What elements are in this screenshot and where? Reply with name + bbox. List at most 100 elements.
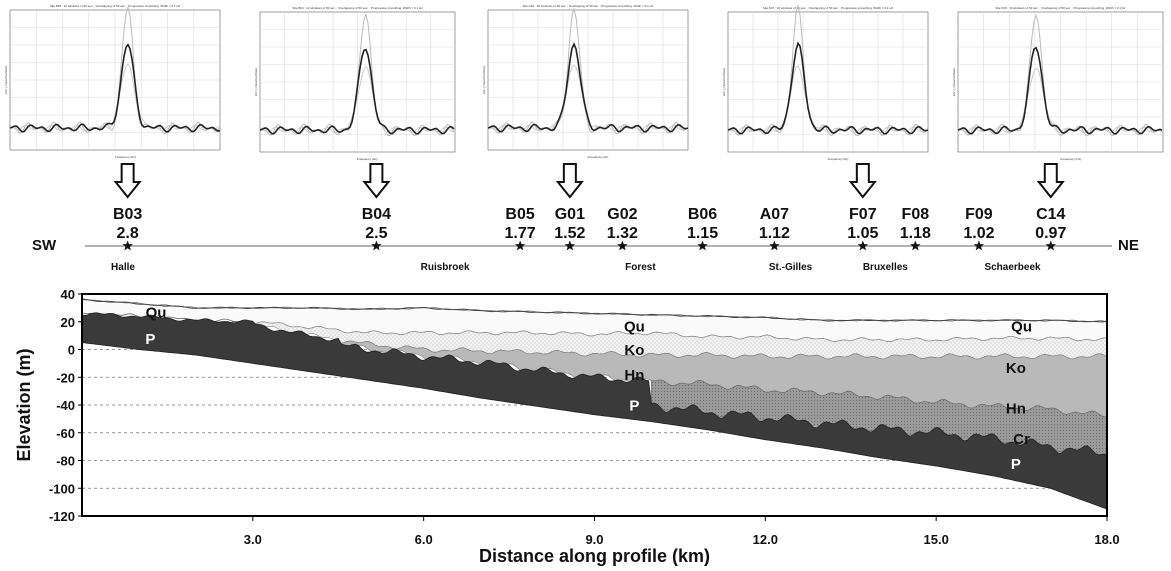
station-name: C14	[1036, 206, 1065, 223]
station-c14: C14 0.97	[1035, 206, 1066, 251]
spectrum-xlabel: Frequency (Hz)	[357, 157, 378, 161]
x-tick-label: 15.0	[924, 532, 949, 547]
station-name: B04	[362, 206, 391, 223]
station-frequency: 1.52	[554, 225, 585, 242]
y-tick-label: 20	[61, 315, 75, 330]
down-arrow-icon	[362, 163, 391, 199]
spectrum-mean-curve	[727, 41, 929, 135]
spectrum-xlabel: Frequency (Hz)	[115, 155, 136, 159]
spectrum-upper-curve	[9, 6, 221, 135]
x-axis-ticks: 3.0 6.0 9.0 12.0 15.0 18.0	[244, 516, 1120, 547]
spectrum-mean-curve	[9, 43, 221, 133]
town-label: St.-Gilles	[769, 262, 813, 273]
station-frequency: 1.05	[847, 225, 878, 242]
town-label: Forest	[625, 262, 656, 273]
layer-label-p: P	[629, 398, 639, 415]
layer-label-hn: Hn	[1006, 400, 1026, 417]
spectrum-xlabel: Frequency (Hz)	[588, 155, 609, 159]
y-axis-label: Elevation (m)	[14, 348, 34, 461]
station-star-icon	[617, 240, 628, 251]
town-label: Ruisbroek	[421, 262, 470, 273]
station-name: B05	[505, 206, 534, 223]
station-frequency: 0.97	[1035, 225, 1066, 242]
down-arrow-icon	[848, 163, 877, 199]
station-frequency: 1.18	[900, 225, 931, 242]
station-b06: B06 1.15	[687, 206, 718, 251]
layer-label-p: P	[145, 331, 155, 348]
spectrum-xlabel: Frequency (Hz)	[1060, 157, 1081, 161]
station-star-icon	[857, 240, 869, 251]
spectrum-ylabel: H/V (-) Spectral Ratio	[482, 65, 486, 94]
station-star-icon	[769, 240, 780, 251]
station-star-icon	[973, 240, 985, 251]
spectrum-title: Site G01 : 10 windows of 60 sec. ; Overl…	[523, 4, 654, 8]
x-tick-label: 9.0	[585, 532, 603, 547]
hv-spectrum-panel: Site G01 : 10 windows of 60 sec. ; Overl…	[482, 4, 689, 159]
y-tick-label: -80	[56, 454, 75, 469]
station-name: G02	[607, 206, 637, 223]
x-tick-label: 6.0	[415, 532, 433, 547]
spectrum-title: Site B03 : 10 windows of 60 sec. ; Overl…	[50, 4, 181, 8]
down-arrow-icon	[1036, 163, 1065, 199]
spectrum-ylabel: H/V (-) Spectral Ratio	[952, 67, 956, 96]
spectrum-title: Site F09 : 10 windows of 60 sec. ; Overl…	[995, 6, 1126, 10]
station-g01: G01 1.52	[554, 206, 586, 251]
y-tick-label: -120	[49, 509, 75, 524]
y-tick-label: 40	[61, 287, 75, 302]
spectrum-xlabel: Frequency (Hz)	[828, 157, 849, 161]
y-tick-label: -100	[49, 481, 75, 496]
x-axis-label: Distance along profile (km)	[479, 546, 710, 566]
station-name: F07	[849, 206, 877, 223]
y-tick-label: -60	[56, 426, 75, 441]
station-frequency: 1.12	[759, 225, 790, 242]
spectrum-title: Site F07 : 10 windows of 60 sec. ; Overl…	[763, 6, 894, 10]
station-frequency: 2.5	[365, 225, 387, 242]
station-star-icon	[1045, 240, 1056, 251]
station-f09: F09 1.02	[963, 206, 995, 251]
spectrum-upper-curve	[487, 7, 689, 135]
layer-label-qu: Qu	[624, 318, 645, 335]
y-tick-label: 0	[68, 343, 75, 358]
profile-start-label: SW	[32, 237, 57, 254]
spectrum-lower-curve	[259, 65, 455, 134]
spectrum-upper-curve	[727, 5, 929, 137]
layer-label-cr: Cr	[1013, 431, 1030, 448]
spectrum-lower-curve	[487, 64, 689, 132]
y-axis-ticks: 40 20 0 -20 -40 -60 -80 -100 -120	[49, 287, 82, 524]
spectrum-mean-curve	[487, 42, 689, 133]
spectrum-mean-curve	[259, 48, 455, 135]
station-a07: A07 1.12	[759, 206, 790, 251]
station-arrows	[113, 163, 1065, 199]
hv-spectrum-panel: Site B04 : 12 windows of 60 sec. ; Overl…	[254, 6, 456, 161]
station-markers: B032.8B042.5B051.77G011.52G021.32B061.15…	[113, 206, 1066, 251]
spectrum-lower-curve	[727, 65, 929, 134]
station-frequency: 1.32	[607, 225, 638, 242]
spectrum-mean-curve	[957, 46, 1163, 135]
profile-end-label: NE	[1118, 237, 1139, 254]
station-b05: B05 1.77	[505, 206, 536, 251]
town-label: Halle	[111, 262, 135, 273]
station-star-icon	[122, 240, 133, 251]
station-name: F09	[965, 206, 993, 223]
town-label: Bruxelles	[863, 262, 908, 273]
station-frequency: 2.8	[117, 225, 139, 242]
hv-spectra-panels: Site B03 : 10 windows of 60 sec. ; Overl…	[4, 4, 1164, 161]
town-label: Schaerbeek	[984, 262, 1041, 273]
geological-cross-section: Qu P Qu Ko Hn P Qu Ko Hn Cr P 40 20 0 -20 -40 -60 -80 -10…	[14, 287, 1120, 566]
layer-label-ko: Ko	[1006, 360, 1026, 377]
spectrum-ylabel: H/V (-) Spectral Ratio	[254, 67, 258, 96]
station-frequency: 1.77	[505, 225, 536, 242]
down-arrow-icon	[555, 163, 584, 199]
town-labels: Halle Ruisbroek Forest St.-Gilles Bruxelles S…	[111, 262, 1041, 273]
station-star-icon	[514, 240, 526, 251]
station-g02: G02 1.32	[607, 206, 638, 251]
spectrum-ylabel: H/V (-) Spectral Ratio	[722, 67, 726, 96]
hv-spectrum-panel: Site B03 : 10 windows of 60 sec. ; Overl…	[4, 4, 221, 159]
layer-label-hn: Hn	[624, 367, 644, 384]
station-f08: F08 1.18	[900, 206, 931, 251]
x-tick-label: 18.0	[1094, 532, 1119, 547]
x-tick-label: 12.0	[753, 532, 778, 547]
station-name: F08	[902, 206, 930, 223]
